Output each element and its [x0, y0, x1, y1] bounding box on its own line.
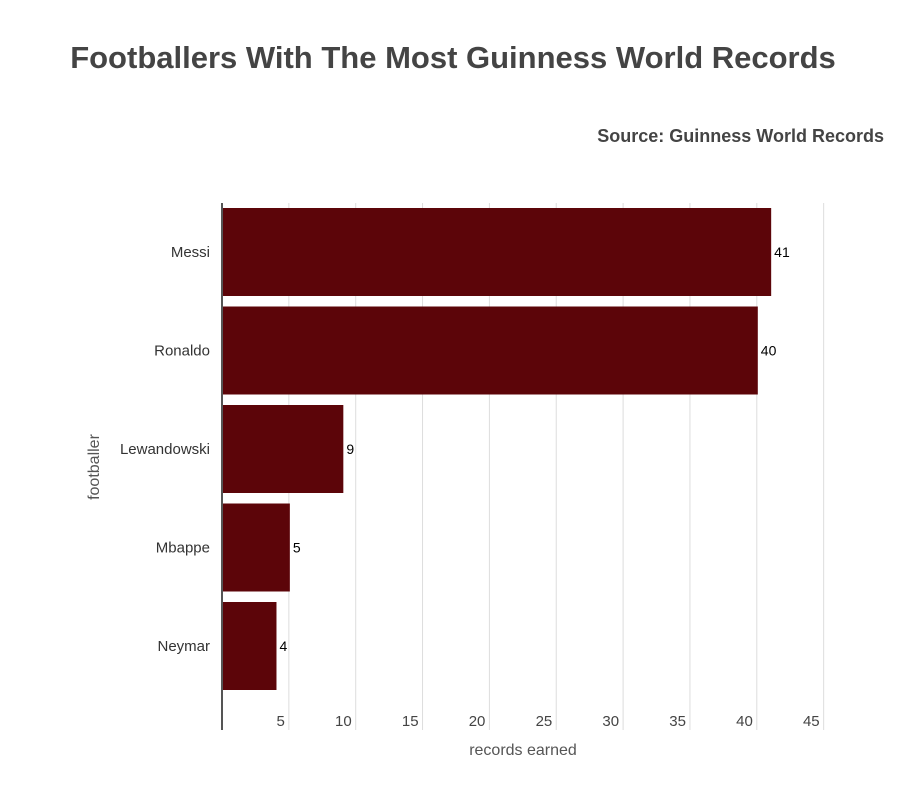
x-tick-label: 5	[277, 713, 285, 730]
data-label: 9	[346, 441, 354, 457]
x-tick-label: 30	[602, 713, 619, 730]
chart-title: Footballers With The Most Guinness World…	[70, 40, 836, 75]
category-label: Ronaldo	[154, 343, 210, 360]
bar-messi	[223, 208, 772, 296]
bars	[223, 208, 772, 690]
bar-ronaldo	[223, 306, 758, 395]
x-tick-label: 10	[335, 713, 352, 730]
bar-neymar	[223, 602, 277, 690]
data-label: 5	[293, 540, 301, 556]
bar-mbappe	[223, 503, 290, 592]
x-tick-label: 45	[803, 713, 820, 730]
category-label: Lewandowski	[120, 441, 210, 458]
data-label: 41	[774, 244, 790, 260]
data-label: 40	[761, 343, 777, 359]
x-tick-label: 15	[402, 713, 419, 730]
chart-source: Source: Guinness World Records	[597, 126, 884, 146]
y-axis-title: footballer	[86, 433, 103, 499]
x-tick-label: 25	[536, 713, 553, 730]
category-label: Messi	[171, 244, 210, 261]
x-tick-label: 20	[469, 713, 486, 730]
x-tick-label: 40	[736, 713, 753, 730]
data-label: 4	[279, 638, 287, 654]
category-label: Neymar	[157, 638, 210, 655]
x-axis-title: records earned	[469, 742, 577, 759]
x-tick-label: 35	[669, 713, 686, 730]
category-label: Mbappe	[156, 540, 210, 557]
bar-lewandowski	[223, 405, 344, 493]
